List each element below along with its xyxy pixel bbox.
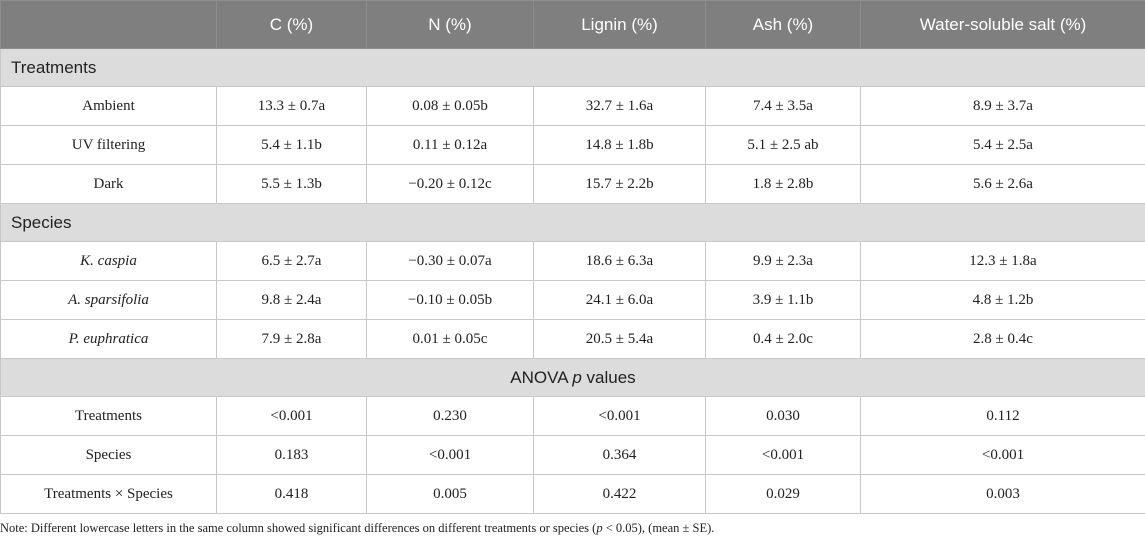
header-row: C (%) N (%) Lignin (%) Ash (%) Water-sol… <box>0 0 1145 49</box>
table-cell: 8.9 ± 3.7a <box>860 86 1145 126</box>
data-table: C (%) N (%) Lignin (%) Ash (%) Water-sol… <box>0 0 1145 514</box>
table-cell: 0.4 ± 2.0c <box>705 319 861 359</box>
table-row: P. euphratica 7.9 ± 2.8a 0.01 ± 0.05c 20… <box>0 319 1145 359</box>
table-cell: <0.001 <box>366 435 534 475</box>
note-p: p <box>596 521 603 535</box>
row-label: Dark <box>0 164 217 204</box>
row-label: Species <box>0 435 217 475</box>
table-cell: 1.8 ± 2.8b <box>705 164 861 204</box>
table-cell: 0.230 <box>366 396 534 436</box>
note-post: < 0.05), (mean ± SE). <box>602 521 715 535</box>
table-cell: <0.001 <box>860 435 1145 475</box>
table-cell: 0.418 <box>216 474 367 514</box>
table-cell: 0.112 <box>860 396 1145 436</box>
table-cell: 7.9 ± 2.8a <box>216 319 367 359</box>
header-cell-ash: Ash (%) <box>705 0 861 49</box>
row-label: Treatments <box>0 396 217 436</box>
table-row: Dark 5.5 ± 1.3b −0.20 ± 0.12c 15.7 ± 2.2… <box>0 164 1145 204</box>
table-cell: 4.8 ± 1.2b <box>860 280 1145 320</box>
table-cell: 15.7 ± 2.2b <box>533 164 706 204</box>
section-row-anova: ANOVA p values <box>0 358 1145 397</box>
table-cell: 6.5 ± 2.7a <box>216 241 367 281</box>
table-cell: 2.8 ± 0.4c <box>860 319 1145 359</box>
table-cell: 0.029 <box>705 474 861 514</box>
table-cell: 5.4 ± 1.1b <box>216 125 367 165</box>
table-row: K. caspia 6.5 ± 2.7a −0.30 ± 0.07a 18.6 … <box>0 241 1145 281</box>
section-row-species: Species <box>0 203 1145 242</box>
row-label: Treatments × Species <box>0 474 217 514</box>
anova-title-p: p <box>572 367 582 387</box>
table-row: Species 0.183 <0.001 0.364 <0.001 <0.001 <box>0 435 1145 475</box>
table-cell: 9.9 ± 2.3a <box>705 241 861 281</box>
table-cell: 5.1 ± 2.5 ab <box>705 125 861 165</box>
anova-title: ANOVA p values <box>0 358 1145 397</box>
table-cell: 0.030 <box>705 396 861 436</box>
header-cell-label <box>0 0 217 49</box>
table-cell: 0.01 ± 0.05c <box>366 319 534 359</box>
table-row: UV filtering 5.4 ± 1.1b 0.11 ± 0.12a 14.… <box>0 125 1145 165</box>
table-note: Note: Different lowercase letters in the… <box>0 521 1145 536</box>
section-row-treatments: Treatments <box>0 48 1145 87</box>
header-cell-c: C (%) <box>216 0 367 49</box>
table-row: A. sparsifolia 9.8 ± 2.4a −0.10 ± 0.05b … <box>0 280 1145 320</box>
section-title: Species <box>0 203 1145 242</box>
header-cell-n: N (%) <box>366 0 534 49</box>
table-cell: 5.6 ± 2.6a <box>860 164 1145 204</box>
table-row: Treatments <0.001 0.230 <0.001 0.030 0.1… <box>0 396 1145 436</box>
row-label: UV filtering <box>0 125 217 165</box>
header-cell-salt: Water-soluble salt (%) <box>860 0 1145 49</box>
table-cell: 0.183 <box>216 435 367 475</box>
table-cell: 9.8 ± 2.4a <box>216 280 367 320</box>
note-pre: Note: Different lowercase letters in the… <box>0 521 597 535</box>
table-cell: 14.8 ± 1.8b <box>533 125 706 165</box>
table-cell: 18.6 ± 6.3a <box>533 241 706 281</box>
table-cell: 5.4 ± 2.5a <box>860 125 1145 165</box>
row-label: K. caspia <box>0 241 217 281</box>
row-label: A. sparsifolia <box>0 280 217 320</box>
table-cell: 0.08 ± 0.05b <box>366 86 534 126</box>
table-cell: −0.30 ± 0.07a <box>366 241 534 281</box>
table-cell: <0.001 <box>533 396 706 436</box>
row-label: P. euphratica <box>0 319 217 359</box>
table-cell: 32.7 ± 1.6a <box>533 86 706 126</box>
table-row: Ambient 13.3 ± 0.7a 0.08 ± 0.05b 32.7 ± … <box>0 86 1145 126</box>
table-cell: <0.001 <box>216 396 367 436</box>
table-cell: 24.1 ± 6.0a <box>533 280 706 320</box>
table-cell: −0.20 ± 0.12c <box>366 164 534 204</box>
table-cell: 0.11 ± 0.12a <box>366 125 534 165</box>
anova-title-pre: ANOVA <box>510 367 573 387</box>
table-cell: 12.3 ± 1.8a <box>860 241 1145 281</box>
section-title: Treatments <box>0 48 1145 87</box>
header-cell-lignin: Lignin (%) <box>533 0 706 49</box>
row-label: Ambient <box>0 86 217 126</box>
table-row: Treatments × Species 0.418 0.005 0.422 0… <box>0 474 1145 514</box>
table-cell: 0.005 <box>366 474 534 514</box>
table-cell: 3.9 ± 1.1b <box>705 280 861 320</box>
table-cell: 5.5 ± 1.3b <box>216 164 367 204</box>
anova-title-post: values <box>581 367 636 387</box>
table-cell: 13.3 ± 0.7a <box>216 86 367 126</box>
table-cell: <0.001 <box>705 435 861 475</box>
table-cell: 0.003 <box>860 474 1145 514</box>
table-cell: 0.364 <box>533 435 706 475</box>
table-cell: 0.422 <box>533 474 706 514</box>
table-cell: 20.5 ± 5.4a <box>533 319 706 359</box>
table-cell: 7.4 ± 3.5a <box>705 86 861 126</box>
table-cell: −0.10 ± 0.05b <box>366 280 534 320</box>
